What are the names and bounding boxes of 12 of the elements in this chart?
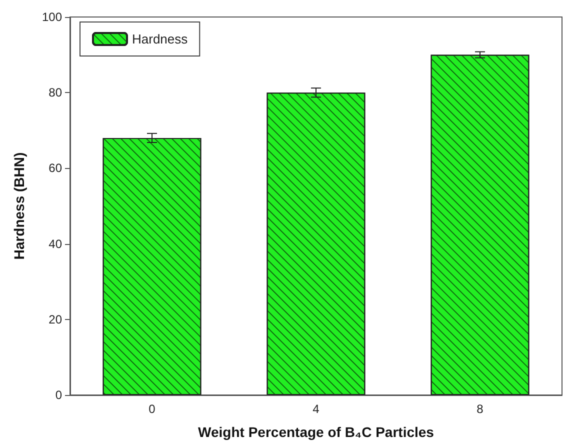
y-tick-label: 40 xyxy=(48,236,62,251)
y-axis-title: Hardness (BHN) xyxy=(11,152,27,260)
y-tick-label: 0 xyxy=(55,388,62,402)
x-tick-label: 0 xyxy=(148,402,156,416)
y-tick-label: 60 xyxy=(48,161,62,176)
y-tick-label: 20 xyxy=(48,312,62,326)
y-tick-label: 80 xyxy=(48,86,62,100)
legend-label: Hardness xyxy=(132,32,188,46)
y-tick-label: 100 xyxy=(42,10,62,24)
x-tick-label: 4 xyxy=(312,402,320,416)
x-tick-label: 8 xyxy=(476,402,484,416)
x-axis-title: Weight Percentage of B₄C Particles xyxy=(198,424,434,440)
